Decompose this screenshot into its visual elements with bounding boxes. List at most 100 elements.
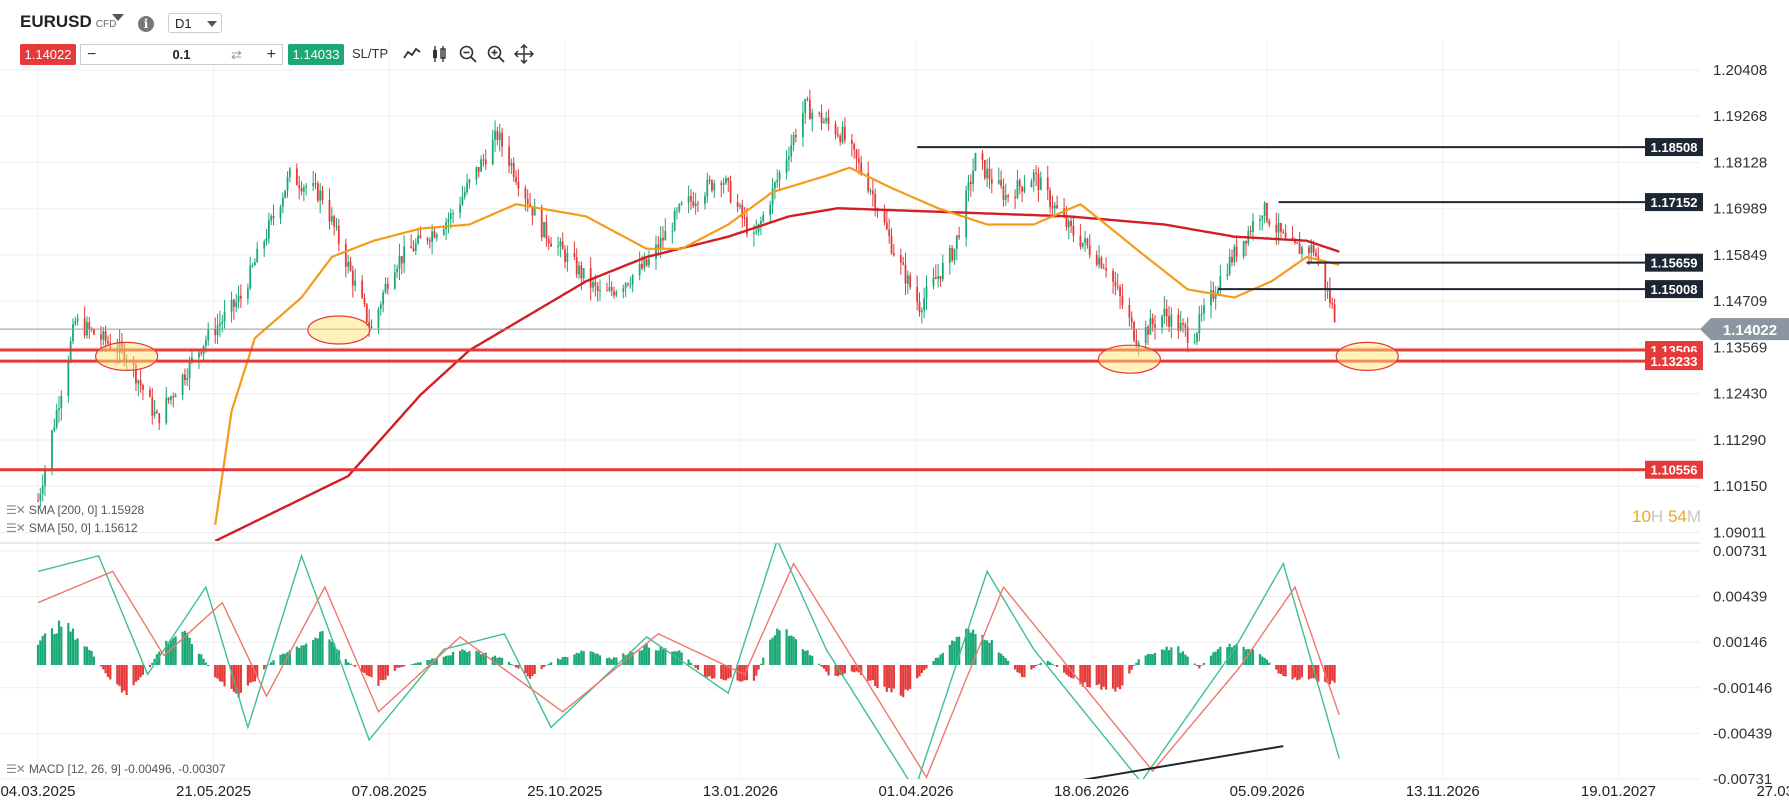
macd-line [37,543,1340,779]
symbol-title[interactable]: EURUSD CFD [20,12,117,31]
candle-body [736,202,739,207]
macd-bar [60,626,63,665]
candle-body [610,287,613,292]
candle-body [67,361,70,396]
macd-bar [412,663,415,665]
settings-icon[interactable]: ☰✕ [6,762,26,776]
macd-bar [1184,654,1187,665]
macd-bar [349,663,352,665]
macd-bar [680,652,683,665]
macd-trendline [1082,745,1284,779]
candle-body [377,309,380,328]
swap-icon[interactable]: ⇄ [231,47,242,62]
minus-button[interactable]: − [87,46,97,63]
candle-body [1114,281,1117,286]
chevron-down-icon[interactable] [207,21,217,27]
sma200-legend[interactable]: ☰✕ SMA [200, 0] 1.15928 [6,503,145,517]
sltp-button[interactable]: SL/TP [352,46,389,61]
macd-bar [948,644,951,665]
macd-bar [804,650,807,665]
macd-bar [664,648,667,665]
macd-bar [118,665,121,687]
macd-bar [988,642,991,665]
candle-body [1151,318,1154,325]
macd-bar [703,665,707,677]
macd-bar [792,636,795,665]
candles-icon[interactable] [430,44,450,64]
candle-body [368,321,371,327]
candle-body [631,275,634,285]
macd-bar [925,665,928,669]
macd-bar [724,665,728,681]
candle-body [237,295,240,303]
macd-bar [811,655,814,665]
candle-body [687,196,690,203]
candle-body [400,256,403,264]
candle-body [592,282,594,288]
resistance-label: 1.18508 [1651,140,1698,155]
candle-body [1312,245,1315,253]
candle-countdown: 10H 54M [1632,507,1702,526]
candle-body [708,179,711,181]
candle-body [316,183,319,201]
macd-bar [904,665,907,690]
candle-body [442,229,445,235]
candle-body [170,396,172,401]
settings-icon[interactable]: ☰✕ [6,503,26,517]
candle-body [841,126,844,143]
buy-button[interactable]: 1.14033 [288,44,344,65]
macd-bar [958,636,961,665]
macd-bar [1023,665,1026,678]
quantity-stepper[interactable]: 0.1 − ⇄ + [80,44,283,65]
candle-body [1116,285,1119,288]
candle-body [1051,206,1054,209]
candle-body [512,163,515,178]
candle-body [1030,181,1033,188]
line-chart-icon[interactable] [402,44,422,64]
macd-bar [1284,665,1287,677]
info-icon[interactable]: i [138,16,154,32]
macd-tick-label: 0.00731 [1713,543,1767,560]
timeframe-select[interactable]: D1 [168,13,222,33]
candle-body [990,179,993,184]
macd-bar [169,640,173,665]
candle-body [494,130,496,140]
candle-body [351,270,354,286]
candle-body [662,237,664,241]
candle-body [997,179,1000,184]
candle-body [1049,190,1051,207]
macd-bar [594,653,597,665]
candle-body [319,190,322,201]
quantity-value[interactable]: 0.1 [172,47,191,62]
macd-bar [393,665,396,671]
zoom-out-icon[interactable] [458,44,478,64]
zoom-in-icon[interactable] [486,44,506,64]
candle-body [239,295,242,299]
macd-bar [794,639,798,665]
macd-bar [1053,665,1056,666]
macd-tick-label: -0.00731 [1713,771,1772,788]
plus-button[interactable]: + [266,46,276,63]
settings-icon[interactable]: ☰✕ [6,521,26,535]
resistance-label: 1.15008 [1651,282,1698,297]
candle-body [561,241,564,250]
candle-body [627,283,629,285]
candle-body [1326,289,1329,291]
candle-body [104,331,107,342]
macd-bar [426,659,429,665]
macd-bar [43,633,47,665]
macd-bar [822,665,825,669]
candle-body [482,159,485,161]
sell-button[interactable]: 1.14022 [20,44,76,65]
sma50-legend[interactable]: ☰✕ SMA [50, 0] 1.15612 [6,521,138,535]
macd-legend[interactable]: ☰✕ MACD [12, 26, 9] -0.00496, -0.00307 [6,762,226,776]
move-icon[interactable] [514,44,534,64]
x-tick-label: 19.01.2027 [1581,783,1656,800]
macd-bar [820,665,823,667]
gridlines [0,40,1700,780]
candle-body [932,277,935,287]
candle-body [981,153,984,161]
macd-bar [1198,665,1201,669]
symbol-dropdown-icon[interactable] [112,14,124,21]
